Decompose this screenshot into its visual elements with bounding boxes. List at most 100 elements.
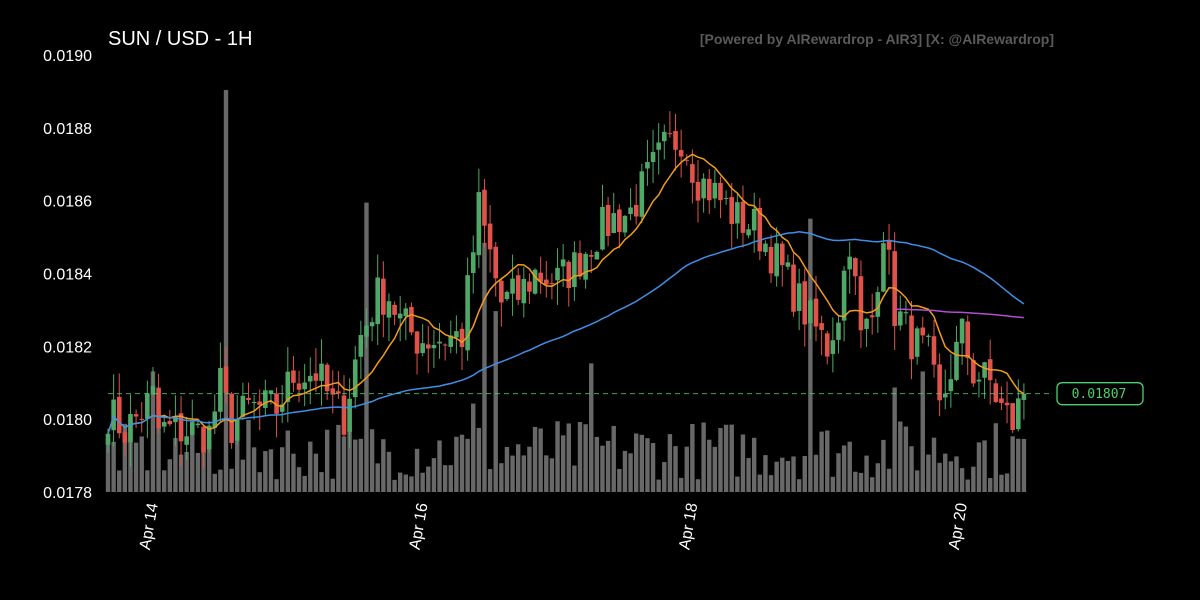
candle-body: [1015, 398, 1021, 430]
volume-bar: [454, 436, 459, 492]
candle-body: [218, 367, 223, 412]
volume-bar: [420, 472, 425, 492]
candle-body: [768, 246, 774, 274]
volume-bar: [695, 479, 701, 492]
candle-body: [802, 281, 808, 325]
candle-body: [482, 189, 487, 226]
candle-body: [639, 171, 645, 217]
volume-bar: [774, 461, 779, 492]
volume-bar: [628, 453, 633, 492]
candle-body: [279, 404, 285, 412]
candle-body: [442, 344, 448, 346]
volume-bar: [920, 371, 925, 492]
volume-bar: [622, 450, 628, 492]
volume-bar: [825, 430, 830, 492]
candle-body: [959, 318, 965, 344]
candle-body: [706, 178, 712, 201]
candle-body: [633, 204, 639, 217]
candle-body: [246, 397, 251, 401]
candle-body: [161, 422, 167, 427]
candle-body: [819, 323, 824, 330]
volume-bar: [566, 423, 571, 492]
candle-body: [173, 416, 178, 423]
volume-bar: [223, 90, 229, 492]
candle-body: [712, 182, 718, 199]
volume-bar: [785, 460, 791, 492]
volume-bar: [296, 467, 302, 492]
candle-body: [628, 207, 633, 215]
volume-bar: [465, 438, 470, 492]
candle-body: [937, 364, 942, 401]
volume-bar: [707, 439, 712, 492]
candle-body: [543, 279, 549, 285]
candle-body: [111, 399, 116, 431]
candle-body: [864, 318, 869, 329]
candle-body: [678, 150, 684, 157]
volume-bar: [235, 429, 240, 492]
candle-body: [746, 229, 751, 236]
candle-body: [268, 390, 274, 394]
volume-bar: [965, 479, 970, 492]
candle-body: [122, 432, 128, 443]
candle-body: [504, 291, 510, 300]
candle-body: [920, 327, 926, 336]
candle-body: [296, 383, 302, 390]
volume-bar: [414, 448, 420, 492]
candle-body: [617, 209, 622, 232]
candle-body: [948, 379, 954, 392]
candle-body: [156, 387, 161, 429]
volume-bar: [954, 456, 959, 492]
candle-body: [897, 311, 903, 326]
volume-bar: [802, 456, 807, 492]
candle-body: [909, 315, 914, 360]
volume-bar: [212, 473, 217, 492]
candle-body: [757, 207, 763, 252]
volume-bar: [257, 472, 262, 492]
volume-bar: [1016, 438, 1021, 492]
volume-bar: [246, 419, 251, 492]
volume-bar: [617, 468, 622, 492]
candle-body: [527, 281, 532, 292]
x-tick-label: Apr 14: [137, 502, 162, 551]
candles: [105, 111, 1027, 468]
candle-body: [319, 363, 324, 381]
volume-bar: [313, 453, 319, 492]
candle-body: [785, 262, 791, 267]
candle-body: [201, 426, 206, 453]
volume-bar: [459, 434, 465, 492]
volume-bar: [987, 478, 993, 492]
candle-body: [830, 340, 836, 354]
volume-bar: [122, 423, 128, 492]
candle-body: [577, 253, 583, 277]
candle-body: [982, 362, 987, 378]
candle-body: [465, 275, 470, 351]
candle-body: [1021, 393, 1027, 400]
candle-body: [302, 382, 307, 390]
volume-bar: [1010, 436, 1015, 492]
candle-body: [656, 142, 661, 150]
y-tick-label: 0.0184: [43, 267, 92, 284]
candle-body: [836, 322, 841, 340]
volume-bar: [611, 426, 616, 492]
y-tick-label: 0.0188: [43, 121, 92, 138]
volume-bars: [105, 90, 1027, 492]
volume-bar: [448, 465, 453, 492]
candle-body: [291, 370, 296, 383]
candle-body: [650, 152, 656, 163]
x-tick-label: Apr 16: [407, 502, 432, 551]
volume-bar: [858, 472, 864, 492]
volume-bar: [976, 442, 982, 492]
moving-averages: [107, 153, 1025, 434]
volume-bar: [757, 474, 763, 492]
volume-bar: [589, 363, 594, 492]
volume-bar: [982, 440, 987, 492]
volume-bar: [105, 439, 111, 492]
candle-body: [324, 364, 330, 392]
candle-body: [858, 276, 864, 331]
candle-body: [538, 272, 543, 282]
volume-bar: [386, 451, 392, 492]
candle-body: [116, 396, 122, 434]
volume-bar: [943, 453, 948, 492]
candle-body: [971, 360, 976, 384]
